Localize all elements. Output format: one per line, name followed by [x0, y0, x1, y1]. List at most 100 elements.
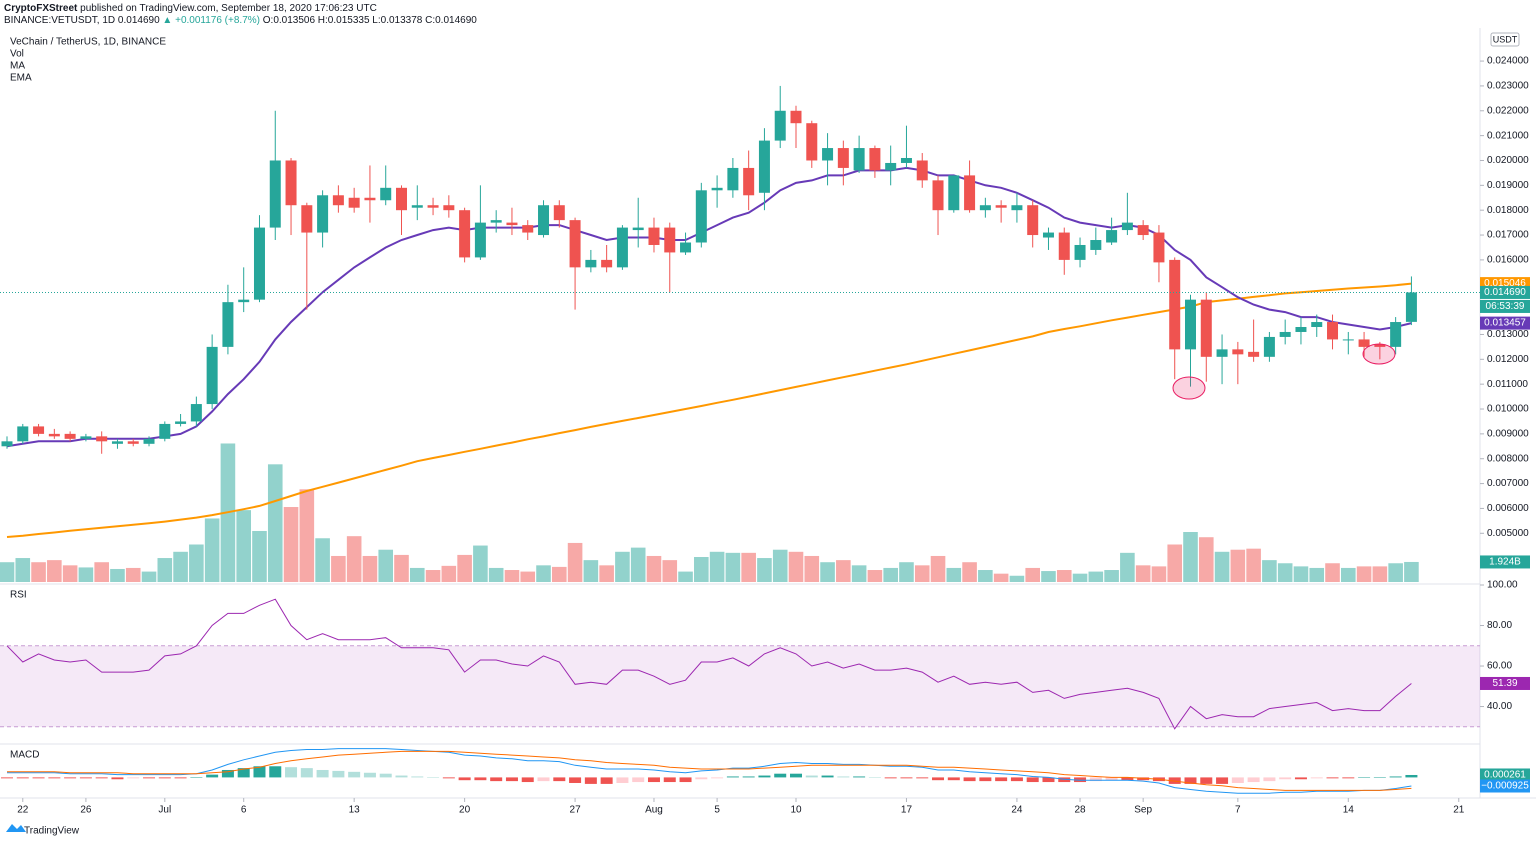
macd-histogram-bar	[395, 775, 408, 778]
ema-last-label: 0.013457	[1484, 318, 1526, 329]
macd-histogram-bar	[1247, 777, 1260, 783]
candle-body	[1, 441, 13, 447]
volume-bar	[930, 555, 946, 582]
volume-bar	[173, 551, 188, 582]
candle-body	[222, 302, 234, 347]
macd-histogram-bar	[1294, 777, 1307, 780]
macd-histogram-bar	[584, 777, 597, 784]
macd-histogram-bar	[16, 777, 29, 779]
candle-body	[380, 187, 392, 201]
volume-bar	[236, 510, 251, 582]
candle-body	[1121, 222, 1133, 231]
candle-body	[332, 195, 344, 206]
candle-body	[664, 227, 676, 253]
macd-histogram-bar	[111, 777, 124, 780]
volume-bar	[914, 565, 930, 582]
macd-histogram-bar	[1010, 777, 1023, 782]
macd-histogram-bar	[537, 777, 550, 782]
macd-histogram-bar	[1089, 777, 1102, 782]
ma-last-label: 0.015046	[1484, 278, 1526, 289]
published: published on TradingView.com, September …	[80, 3, 377, 14]
candle-body	[1058, 232, 1070, 260]
macd-histogram-bar	[348, 771, 361, 778]
rsi-line	[6, 598, 1412, 730]
x-tick-label: 17	[901, 805, 913, 816]
macd-histogram-bar	[774, 773, 787, 778]
macd-histogram-bar	[821, 775, 834, 778]
volume-bar	[772, 549, 788, 582]
macd-histogram-bar	[521, 777, 534, 783]
candle-body	[1311, 322, 1323, 328]
candle-body	[111, 441, 123, 444]
volume-bar	[315, 538, 330, 582]
volume-bar	[94, 562, 109, 582]
volume-bar	[694, 557, 709, 582]
y-tick-label: 0.024000	[1487, 56, 1529, 67]
macd-histogram-bar	[1310, 777, 1323, 779]
macd-histogram-bar	[600, 777, 613, 784]
macd-histogram-bar	[269, 766, 282, 778]
volume-bar	[457, 554, 472, 582]
candle-body	[948, 175, 960, 211]
candle-body	[1342, 339, 1354, 341]
candle-body	[616, 227, 628, 268]
volume-bar	[1135, 565, 1151, 582]
candle-body	[269, 160, 281, 228]
candle-body	[64, 433, 76, 439]
y-tick-label: 0.009000	[1487, 429, 1529, 440]
volume-bar	[552, 566, 567, 582]
macd-histogram-bar	[553, 777, 566, 782]
author: CryptoFXStreet	[4, 3, 78, 14]
macd-histogram-bar	[805, 775, 818, 778]
macd-histogram-bar	[253, 766, 266, 778]
macd-histogram-bar	[458, 777, 471, 781]
volume-bar	[1309, 567, 1325, 582]
macd-histogram-bar	[679, 777, 692, 783]
volume-bar	[1325, 563, 1340, 582]
volume-bar	[646, 555, 662, 582]
candle-body	[1042, 232, 1054, 238]
volume-bar	[125, 567, 141, 582]
candle-body	[727, 167, 739, 191]
y-tick-label: 0.005000	[1487, 528, 1529, 539]
volume-bar	[962, 562, 977, 582]
macd-histogram-bar	[790, 773, 802, 778]
candle-body	[680, 242, 692, 253]
candle-body	[1169, 259, 1181, 350]
candle-body	[1153, 232, 1165, 263]
macd-histogram-bar	[853, 776, 866, 778]
volume-bar	[1056, 570, 1072, 582]
volume-bar	[1356, 566, 1372, 582]
panel-title: MACD	[10, 750, 39, 761]
macd-histogram-bar	[963, 777, 976, 782]
annotation-circle	[1172, 376, 1206, 400]
y-tick-label: 0.022000	[1487, 105, 1529, 116]
volume-bar	[283, 507, 299, 582]
macd-histogram-bar	[1200, 777, 1213, 784]
volume-bar	[946, 567, 962, 582]
volume-bar	[1151, 566, 1167, 582]
chart-title: VeChain / TetherUS, 1D, BINANCE	[10, 37, 166, 48]
volume-bar	[1262, 560, 1277, 582]
volume-bar	[630, 547, 646, 582]
volume-bar	[1198, 537, 1214, 582]
candle-body	[443, 205, 455, 211]
macd-histogram-bar	[285, 767, 298, 778]
macd-histogram-bar	[695, 777, 708, 780]
volume-bar	[141, 571, 157, 582]
macd-histogram-bar	[1105, 777, 1118, 781]
volume-bar	[1341, 567, 1356, 582]
macd-histogram-bar	[79, 777, 92, 779]
volume-bar	[504, 570, 520, 582]
macd-histogram-bar	[995, 777, 1008, 782]
candle-body	[474, 222, 486, 258]
annotation-circle	[1362, 343, 1396, 365]
x-tick-label: 22	[17, 805, 29, 816]
candle-body	[790, 110, 802, 124]
symbol: BINANCE:VETUSDT, 1D	[4, 15, 116, 26]
y-tick-label: 0.013000	[1487, 329, 1529, 340]
candle-body	[1279, 331, 1291, 337]
candle-body	[80, 436, 92, 439]
volume-bar	[1104, 570, 1119, 582]
macd-histogram-bar	[363, 772, 376, 778]
